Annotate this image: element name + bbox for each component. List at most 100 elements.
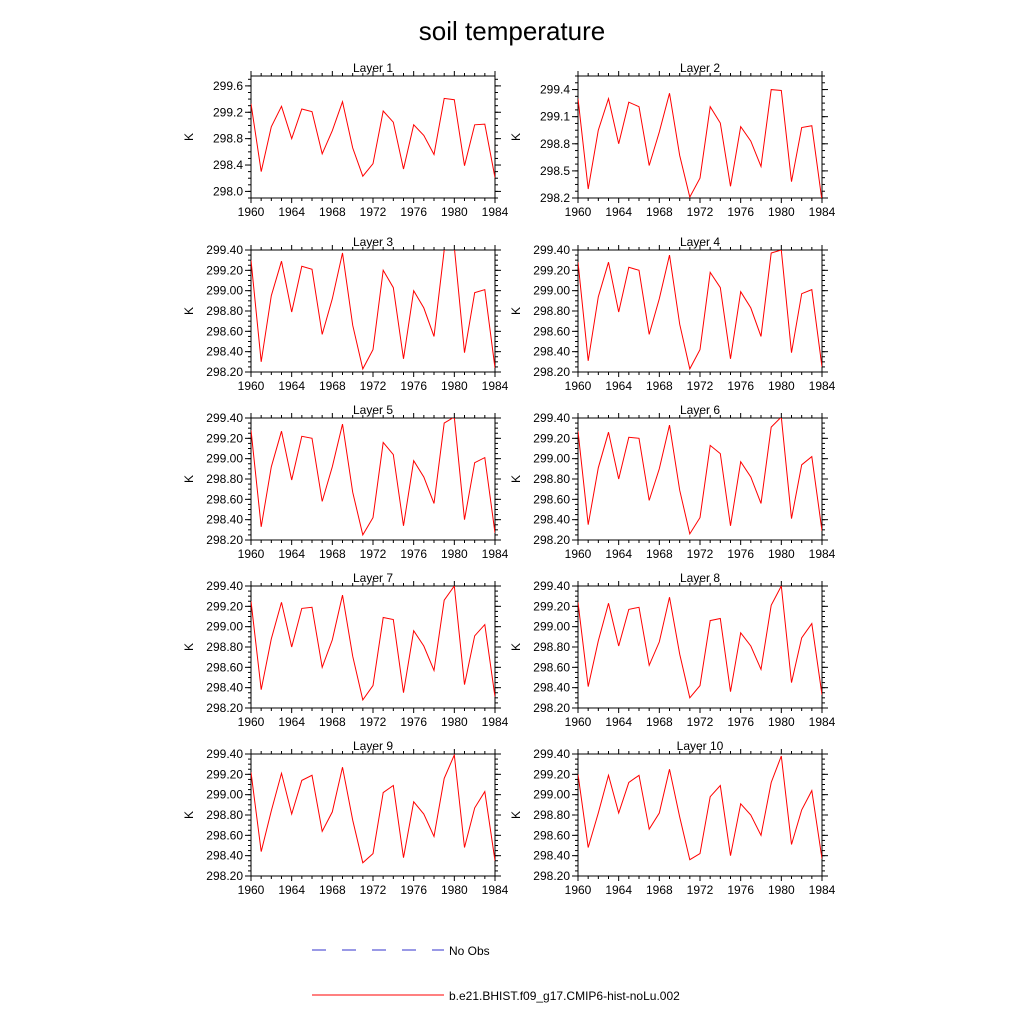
x-tick-label: 1968 <box>319 379 346 393</box>
y-tick-label: 298.80 <box>206 640 243 654</box>
y-tick-label: 298.20 <box>206 533 243 547</box>
y-tick-label: 298.4 <box>213 158 243 172</box>
y-tick-label: 299.1 <box>540 110 570 124</box>
chart-title: soil temperature <box>419 16 605 46</box>
x-tick-label: 1972 <box>687 715 714 729</box>
x-tick-label: 1980 <box>768 205 795 219</box>
y-tick-label: 299.00 <box>533 788 570 802</box>
x-tick-label: 1972 <box>687 205 714 219</box>
x-tick-label: 1968 <box>319 547 346 561</box>
y-tick-label: 298.20 <box>206 365 243 379</box>
y-axis-label: K <box>182 811 196 819</box>
x-tick-label: 1960 <box>238 715 265 729</box>
x-tick-label: 1964 <box>278 547 305 561</box>
y-tick-label: 299.40 <box>206 747 243 761</box>
panel-layer-3: Layer 3 1960 1964 1968 1972 1976 1980 1984 298.2… <box>182 235 509 393</box>
panel-layer-5: Layer 5 1960 1964 1968 1972 1976 1980 1984 298.2… <box>182 403 509 561</box>
y-tick-label: 298.60 <box>206 492 243 506</box>
panel-grid: Layer 1 1960 1964 1968 1972 1976 1980 1984 298.0… <box>182 61 836 897</box>
y-tick-label: 299.20 <box>206 599 243 613</box>
y-axis-label: K <box>509 475 523 483</box>
x-tick-label: 1980 <box>441 715 468 729</box>
x-tick-label: 1964 <box>605 205 632 219</box>
y-tick-label: 299.00 <box>206 452 243 466</box>
panel-title: Layer 9 <box>353 739 393 753</box>
y-tick-label: 298.40 <box>206 513 243 527</box>
y-axis-label: K <box>182 307 196 315</box>
x-tick-label: 1972 <box>687 883 714 897</box>
y-axis-label: K <box>509 643 523 651</box>
y-tick-label: 299.20 <box>533 431 570 445</box>
panel-layer-4: Layer 4 1960 1964 1968 1972 1976 1980 1984 298.2… <box>509 235 836 393</box>
y-tick-label: 299.40 <box>206 243 243 257</box>
x-tick-label: 1980 <box>441 379 468 393</box>
x-tick-label: 1984 <box>809 883 836 897</box>
x-tick-label: 1964 <box>278 883 305 897</box>
y-tick-label: 299.20 <box>206 431 243 445</box>
x-tick-label: 1984 <box>482 547 509 561</box>
y-tick-label: 299.00 <box>533 452 570 466</box>
panel-title: Layer 5 <box>353 403 393 417</box>
x-tick-label: 1960 <box>565 715 592 729</box>
y-axis-label: K <box>182 643 196 651</box>
x-tick-label: 1960 <box>238 205 265 219</box>
series-line <box>578 586 822 699</box>
y-tick-label: 299.00 <box>206 620 243 634</box>
x-tick-label: 1976 <box>727 883 754 897</box>
x-tick-label: 1968 <box>646 883 673 897</box>
x-tick-label: 1972 <box>360 379 387 393</box>
y-tick-label: 298.8 <box>540 137 570 151</box>
panel-title: Layer 4 <box>680 235 720 249</box>
y-tick-label: 299.20 <box>206 263 243 277</box>
y-tick-label: 299.20 <box>206 767 243 781</box>
y-tick-label: 298.60 <box>533 492 570 506</box>
x-tick-label: 1964 <box>278 379 305 393</box>
x-tick-label: 1980 <box>768 547 795 561</box>
y-tick-label: 299.00 <box>206 284 243 298</box>
x-tick-label: 1964 <box>605 379 632 393</box>
x-tick-label: 1976 <box>400 715 427 729</box>
y-tick-label: 298.60 <box>206 324 243 338</box>
x-tick-label: 1968 <box>319 715 346 729</box>
y-tick-label: 299.4 <box>540 83 570 97</box>
y-axis-label: K <box>182 133 196 141</box>
y-tick-label: 299.40 <box>533 747 570 761</box>
y-tick-label: 298.80 <box>206 304 243 318</box>
x-tick-label: 1960 <box>238 379 265 393</box>
x-tick-label: 1980 <box>768 883 795 897</box>
y-tick-label: 299.40 <box>206 579 243 593</box>
x-tick-label: 1964 <box>278 205 305 219</box>
panel-layer-1: Layer 1 1960 1964 1968 1972 1976 1980 1984 298.0… <box>182 61 509 219</box>
y-tick-label: 298.60 <box>533 828 570 842</box>
x-tick-label: 1976 <box>400 547 427 561</box>
x-tick-label: 1960 <box>565 205 592 219</box>
x-tick-label: 1976 <box>400 883 427 897</box>
x-tick-label: 1960 <box>565 883 592 897</box>
x-tick-label: 1964 <box>605 715 632 729</box>
y-tick-label: 298.20 <box>206 869 243 883</box>
series-line <box>578 250 822 371</box>
panel-layer-10: Layer 10 1960 1964 1968 1972 1976 1980 1984 298.… <box>509 739 836 897</box>
x-tick-label: 1976 <box>400 205 427 219</box>
y-tick-label: 298.60 <box>533 660 570 674</box>
x-tick-label: 1972 <box>360 715 387 729</box>
y-tick-label: 298.8 <box>213 132 243 146</box>
x-tick-label: 1968 <box>319 205 346 219</box>
panel-layer-6: Layer 6 1960 1964 1968 1972 1976 1980 1984 298.2… <box>509 403 836 561</box>
x-tick-label: 1976 <box>727 547 754 561</box>
series-line <box>251 250 495 371</box>
y-tick-label: 298.20 <box>533 533 570 547</box>
x-tick-label: 1984 <box>482 205 509 219</box>
y-tick-label: 299.20 <box>533 599 570 613</box>
y-axis-label: K <box>509 811 523 819</box>
y-tick-label: 298.80 <box>533 304 570 318</box>
x-tick-label: 1984 <box>809 379 836 393</box>
panel-title: Layer 3 <box>353 235 393 249</box>
y-tick-label: 299.20 <box>533 767 570 781</box>
y-tick-label: 298.20 <box>533 869 570 883</box>
y-axis-label: K <box>509 307 523 315</box>
x-tick-label: 1960 <box>238 883 265 897</box>
x-tick-label: 1984 <box>482 883 509 897</box>
series-line <box>251 754 495 864</box>
